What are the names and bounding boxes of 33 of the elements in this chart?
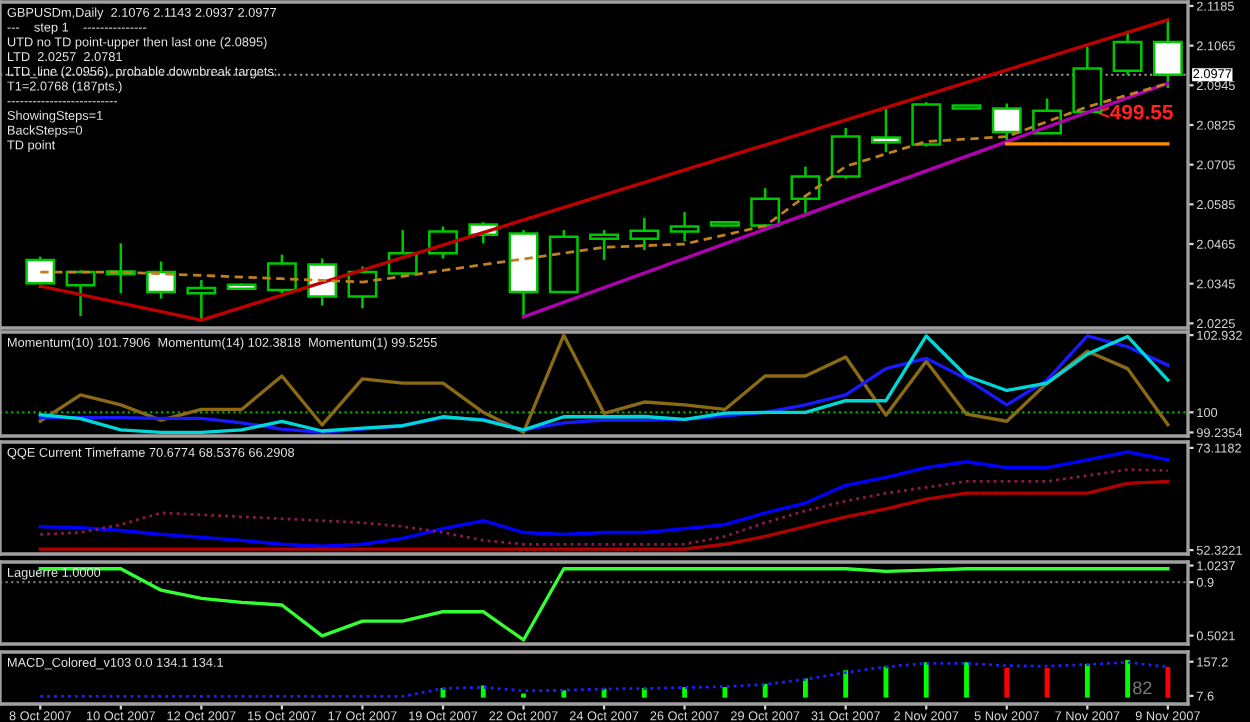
candlestick [911,100,942,148]
line-series [38,468,1170,546]
candlestick [1112,29,1143,76]
bar [803,678,808,698]
bar [480,685,486,698]
annotation: 82 [1133,681,1152,695]
candlestick [830,126,861,180]
line-series [38,479,1170,551]
bar [1084,663,1090,698]
candlestick [146,260,177,300]
candlestick [750,186,781,228]
bar [561,690,567,698]
bar [843,670,849,698]
bar [1125,659,1131,698]
bar [722,687,728,698]
annotation: <499.55 [1098,104,1173,120]
bar [682,687,688,698]
line-series [38,450,1170,548]
bar [923,662,929,698]
candlestick [669,210,700,243]
bar [1165,667,1171,698]
candlestick [65,268,96,318]
bar [1004,667,1010,698]
candlestick [1152,18,1183,90]
candlestick [991,102,1022,145]
candlestick [266,253,297,295]
candlestick [186,278,217,322]
candlestick [871,106,901,154]
candlestick [629,216,660,252]
bar [964,662,969,698]
candlestick [790,165,821,215]
candlestick [589,228,620,262]
bar [762,683,768,698]
